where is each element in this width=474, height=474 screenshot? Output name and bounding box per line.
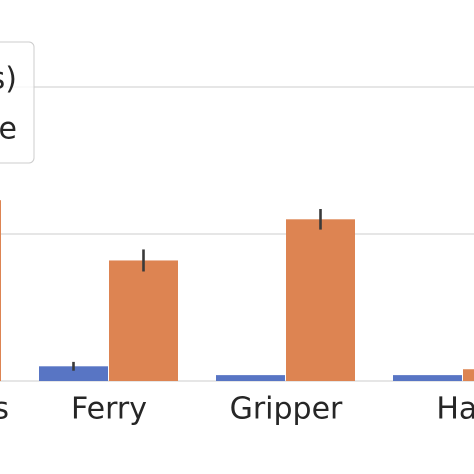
bar xyxy=(109,260,178,381)
x-tick-label: s xyxy=(0,392,9,427)
x-tick-label: Ferry xyxy=(71,392,147,427)
legend: s) e xyxy=(0,62,17,147)
x-tick-label: Gripper xyxy=(230,392,343,427)
legend-label: e xyxy=(0,112,17,147)
legend-box xyxy=(0,41,35,164)
bar xyxy=(39,366,108,381)
grid xyxy=(0,86,474,382)
bar xyxy=(463,369,474,381)
bars xyxy=(0,200,474,381)
bar xyxy=(216,375,285,381)
x-tick-label: Har xyxy=(436,392,474,427)
labels: s Ferry Gripper Har xyxy=(0,392,474,427)
bar xyxy=(0,200,1,381)
legend-label: s) xyxy=(0,62,17,97)
bar xyxy=(286,219,355,381)
bar xyxy=(393,375,462,381)
